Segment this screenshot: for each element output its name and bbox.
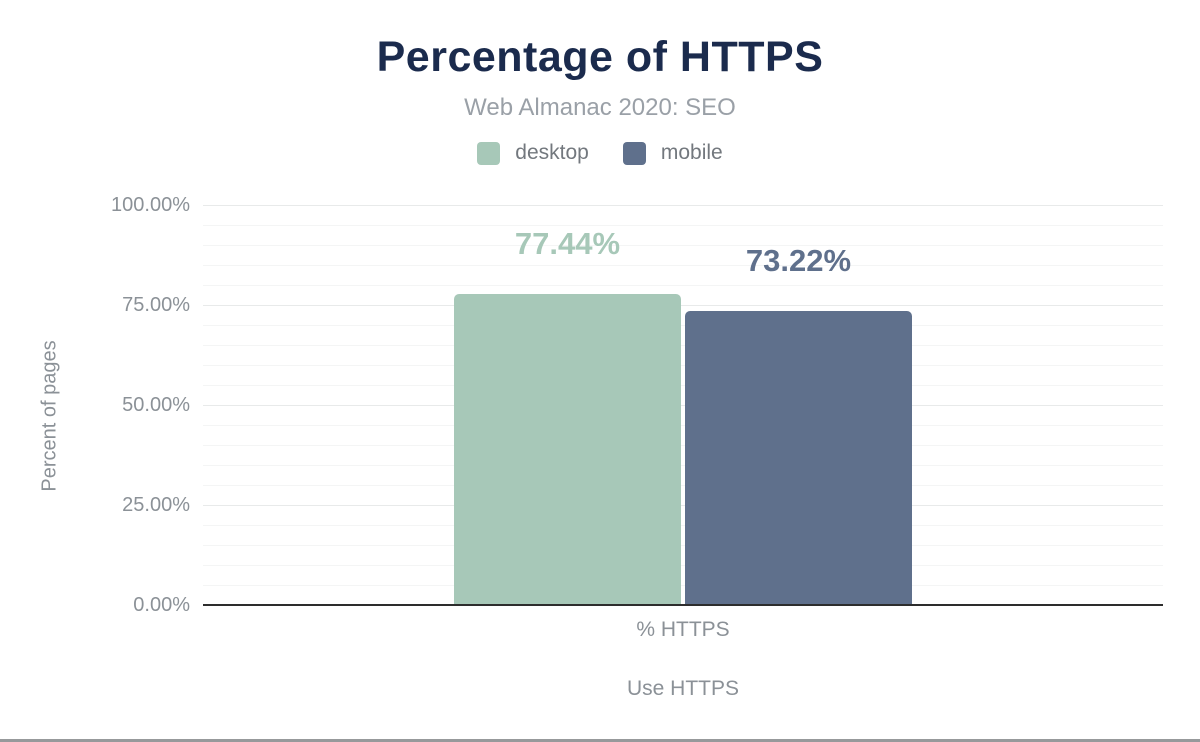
plot-area: 77.44% 73.22% (203, 205, 1163, 606)
minor-gridline (203, 465, 1163, 466)
bar-desktop: 77.44% (454, 226, 681, 604)
x-axis-title: Use HTTPS (626, 677, 739, 700)
minor-gridline (203, 265, 1163, 266)
chart-title: Percentage of HTTPS (376, 33, 824, 81)
legend-swatch-mobile (622, 141, 646, 165)
y-axis-title: Percent of pages (38, 340, 61, 492)
x-tick-label: % HTTPS (636, 618, 730, 641)
legend: desktop mobile (0, 141, 1200, 165)
legend-item-desktop[interactable]: desktop (477, 141, 589, 165)
y-tick-label: 0.00% (133, 594, 190, 616)
minor-gridline (203, 245, 1163, 246)
chart-subtitle: Web Almanac 2020: SEO (464, 94, 736, 121)
minor-gridline (203, 425, 1163, 426)
y-tick-label: 75.00% (122, 294, 190, 316)
bar-mobile: 73.22% (685, 243, 912, 604)
minor-gridline (203, 525, 1163, 526)
major-gridline (203, 505, 1163, 506)
minor-gridline (203, 365, 1163, 366)
y-tick-label: 50.00% (122, 394, 190, 416)
minor-gridline (203, 565, 1163, 566)
bar-value-mobile: 73.22% (745, 243, 852, 278)
minor-gridline (203, 345, 1163, 346)
minor-gridline (203, 585, 1163, 586)
legend-label: desktop (515, 141, 589, 164)
minor-gridline (203, 445, 1163, 446)
major-gridline (203, 405, 1163, 406)
minor-gridline (203, 325, 1163, 326)
y-tick-label: 25.00% (122, 494, 190, 516)
bar-group: 77.44% 73.22% (454, 226, 912, 604)
legend-label: mobile (660, 141, 723, 164)
minor-gridline (203, 385, 1163, 386)
minor-gridline (203, 545, 1163, 546)
major-gridline (203, 205, 1163, 206)
major-gridline (203, 305, 1163, 306)
legend-swatch-desktop (477, 141, 501, 165)
minor-gridline (203, 285, 1163, 286)
bar-value-desktop: 77.44% (514, 226, 621, 261)
y-tick-label: 100.00% (111, 194, 190, 216)
legend-item-mobile[interactable]: mobile (622, 141, 723, 165)
minor-gridline (203, 485, 1163, 486)
minor-gridline (203, 225, 1163, 226)
x-axis-line (203, 604, 1163, 606)
